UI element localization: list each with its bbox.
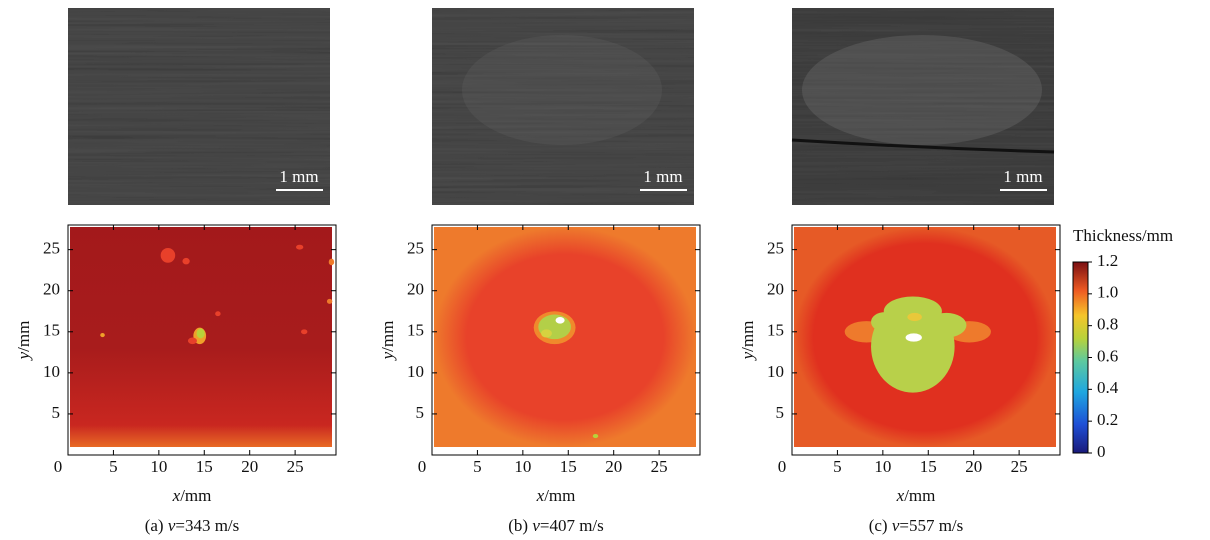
x-axis-label-unit: /mm: [180, 486, 211, 505]
heatmap: [70, 227, 334, 447]
heatmap-region: [215, 311, 220, 316]
scale-bar-label: 1 mm: [1003, 167, 1042, 186]
heatmap-region: [593, 434, 598, 438]
y-tick-label: 20: [43, 280, 60, 299]
y-axis-label-unit: /mm: [14, 321, 33, 352]
x-axis-label: x/mm: [536, 486, 576, 505]
colorbar-tick-label: 0.8: [1097, 315, 1118, 334]
y-tick-label: 10: [43, 362, 60, 381]
y-axis-label-unit: /mm: [378, 321, 397, 352]
caption-tag: (b): [508, 516, 528, 535]
heatmap-region: [188, 338, 197, 345]
x-axis-label: x/mm: [896, 486, 936, 505]
heatmap: [434, 227, 696, 447]
x-tick-label: 15: [560, 457, 577, 476]
x-tick-label: 0: [418, 457, 427, 476]
heatmap-region: [556, 317, 565, 324]
y-axis-label-unit: /mm: [738, 321, 757, 352]
heatmap-region: [907, 313, 922, 321]
y-axis-label-var: y: [738, 351, 757, 361]
x-tick-label: 5: [109, 457, 118, 476]
caption: (b) v=407 m/s: [508, 516, 604, 535]
y-tick-label: 5: [776, 403, 785, 422]
y-tick-label: 20: [407, 280, 424, 299]
heatmap-region: [327, 299, 332, 304]
heatmap-region: [301, 329, 307, 334]
x-tick-label: 10: [874, 457, 891, 476]
x-tick-label: 0: [54, 457, 63, 476]
x-tick-label: 15: [920, 457, 937, 476]
heatmap-region: [926, 313, 966, 338]
y-axis-label: y/mm: [378, 321, 397, 362]
heatmap-region: [906, 333, 922, 341]
scale-bar-label: 1 mm: [279, 167, 318, 186]
caption: (a) v=343 m/s: [145, 516, 240, 535]
caption: (c) v=557 m/s: [869, 516, 964, 535]
colorbar-tick-label: 0.4: [1097, 378, 1119, 397]
y-tick-label: 10: [407, 362, 424, 381]
heatmap-region: [871, 312, 898, 332]
y-axis-label-var: y: [14, 351, 33, 361]
heatmap-region: [161, 248, 176, 263]
x-axis-label: x/mm: [172, 486, 212, 505]
y-axis-label-var: y: [378, 351, 397, 361]
heatmap-region: [296, 245, 303, 250]
y-tick-label: 5: [416, 403, 425, 422]
x-axis-label-unit: /mm: [904, 486, 935, 505]
heatmap-region: [197, 329, 205, 339]
photo-damage: [802, 35, 1042, 145]
colorbar-title: Thickness/mm: [1073, 226, 1173, 245]
y-tick-label: 15: [407, 321, 424, 340]
caption-tag: (a): [145, 516, 164, 535]
x-tick-label: 20: [965, 457, 982, 476]
y-tick-label: 15: [43, 321, 60, 340]
caption-rest: =343 m/s: [175, 516, 239, 535]
y-tick-label: 25: [767, 239, 784, 258]
y-axis-label: y/mm: [738, 321, 757, 362]
x-tick-label: 10: [150, 457, 167, 476]
colorbar-tick-label: 1.2: [1097, 251, 1118, 270]
heatmap-region: [329, 259, 334, 266]
y-axis-label: y/mm: [14, 321, 33, 362]
photo-damage: [462, 35, 662, 145]
x-tick-label: 5: [833, 457, 842, 476]
caption-rest: =407 m/s: [540, 516, 604, 535]
x-tick-label: 5: [473, 457, 482, 476]
heatmap-region: [541, 329, 552, 337]
x-tick-label: 20: [241, 457, 258, 476]
x-tick-label: 15: [196, 457, 213, 476]
heatmap: [794, 227, 1056, 447]
y-tick-label: 5: [52, 403, 61, 422]
colorbar-tick-label: 1.0: [1097, 283, 1118, 302]
caption-tag: (c): [869, 516, 888, 535]
y-tick-label: 20: [767, 280, 784, 299]
heatmap-region: [182, 258, 189, 265]
x-tick-label: 20: [605, 457, 622, 476]
colorbar-tick-label: 0.6: [1097, 346, 1118, 365]
scale-bar-label: 1 mm: [643, 167, 682, 186]
x-tick-label: 25: [651, 457, 668, 476]
caption-rest: =557 m/s: [899, 516, 963, 535]
colorbar-tick-label: 0.2: [1097, 410, 1118, 429]
x-tick-label: 0: [778, 457, 787, 476]
heatmap-region: [100, 333, 105, 337]
y-tick-label: 25: [407, 239, 424, 258]
y-tick-label: 25: [43, 239, 60, 258]
y-tick-label: 10: [767, 362, 784, 381]
x-tick-label: 10: [514, 457, 531, 476]
x-tick-label: 25: [1011, 457, 1028, 476]
colorbar: [1073, 262, 1088, 453]
figure: 1 mm 0 5 10 15 20 25 5 10 15 20 25 x/mm y/mm (a) v=343…: [0, 0, 1210, 540]
x-axis-label-unit: /mm: [544, 486, 575, 505]
y-tick-label: 15: [767, 321, 784, 340]
x-tick-label: 25: [287, 457, 304, 476]
colorbar-tick-label: 0: [1097, 442, 1106, 461]
